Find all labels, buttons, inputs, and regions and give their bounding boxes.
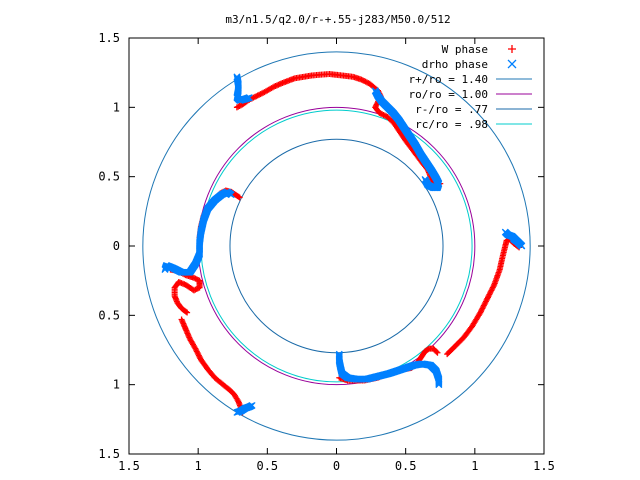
x-tick-label-6: 1.5 [533, 459, 555, 473]
point-0-3-46 [172, 283, 179, 290]
point-0-5-47 [235, 193, 242, 200]
legend-label-3: ro/ro = 1.00 [409, 88, 488, 101]
legend-marker-1 [507, 59, 517, 69]
y-tick-label-1: 1 [113, 100, 120, 114]
legend-marker-0 [508, 45, 516, 53]
y-tick-label-2: 0.5 [98, 170, 120, 184]
point-0-3-66 [182, 308, 189, 315]
chart-title: m3/n1.5/q2.0/r-+.55-j283/M50.0/512 [225, 13, 450, 26]
y-tick-label-6: 1.5 [98, 447, 120, 461]
point-1-4-44 [510, 235, 518, 243]
point-0-5-48 [236, 194, 243, 201]
y-tick-label-5: 1 [113, 378, 120, 392]
point-1-3-170 [435, 381, 443, 389]
legend: W phase drho phase r+/ro = 1.40 ro/ro = 1.0… [409, 43, 532, 131]
point-1-0-45 [245, 94, 253, 102]
axes: 1.5 1 0.5 0 0.5 1 1.51.510.500.511.5 [98, 31, 555, 473]
legend-label-4: r-/ro = .77 [415, 103, 488, 116]
x-tick-label-4: 0.5 [395, 459, 417, 473]
legend-label-2: r+/ro = 1.40 [409, 73, 488, 86]
series-drho-phase [161, 73, 526, 416]
y-tick-label-4: 0.5 [98, 308, 120, 322]
point-1-1-173 [421, 175, 429, 183]
point-0-3-67 [184, 309, 191, 316]
circle-0 [142, 51, 531, 441]
x-tick-label-1: 1 [195, 459, 202, 473]
x-tick-label-0: 1.5 [118, 459, 140, 473]
point-1-5-23 [248, 402, 256, 409]
y-tick-label-0: 1.5 [98, 31, 120, 45]
circle-3 [200, 109, 473, 383]
legend-label-0: W phase [442, 43, 488, 56]
legend-label-5: rc/ro = .98 [415, 118, 488, 131]
circle-2 [229, 138, 444, 354]
legend-label-1: drho phase [422, 58, 488, 71]
point-1-2-163 [161, 266, 169, 274]
x-tick-label-2: 0.5 [256, 459, 278, 473]
x-tick-label-5: 1 [471, 459, 478, 473]
x-tick-label-3: 0 [333, 459, 340, 473]
circle-1 [197, 106, 476, 386]
y-tick-label-3: 0 [113, 239, 120, 253]
data-series [161, 71, 526, 416]
